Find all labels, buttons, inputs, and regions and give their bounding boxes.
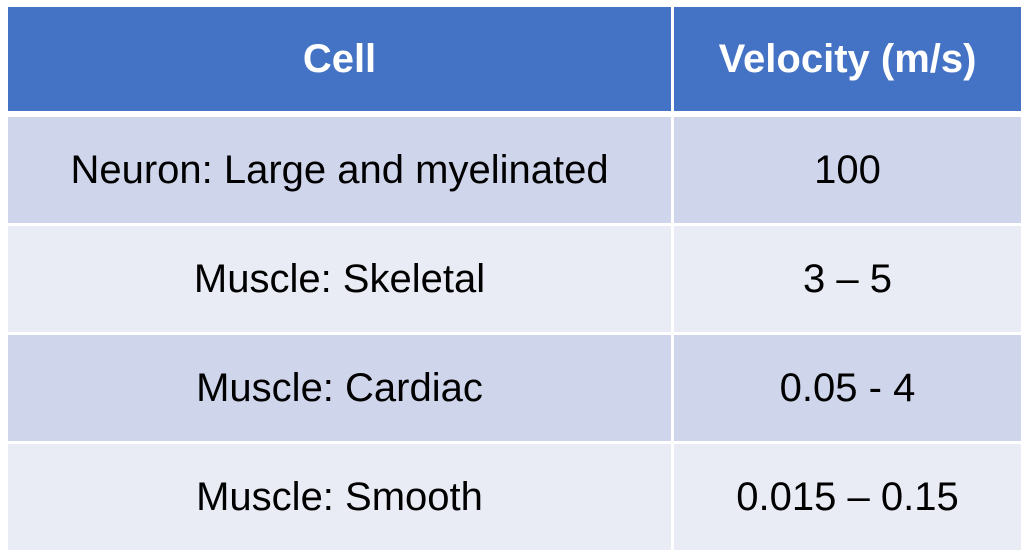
table-row: Neuron: Large and myelinated 100 (5, 112, 1024, 226)
cell-velocity: 0.05 - 4 (671, 332, 1024, 444)
cell-name: Muscle: Skeletal (5, 223, 674, 335)
table-row: Muscle: Smooth 0.015 – 0.15 (5, 441, 1024, 553)
table-body: Neuron: Large and myelinated 100 Muscle:… (5, 112, 1024, 553)
velocity-table-container: Cell Velocity (m/s) Neuron: Large and my… (5, 4, 1024, 553)
cell-velocity: 100 (671, 112, 1024, 226)
cell-velocity: 3 – 5 (671, 223, 1024, 335)
table-row: Muscle: Skeletal 3 – 5 (5, 223, 1024, 335)
cell-name: Neuron: Large and myelinated (5, 112, 674, 226)
velocity-table: Cell Velocity (m/s) Neuron: Large and my… (5, 4, 1024, 553)
cell-name: Muscle: Smooth (5, 441, 674, 553)
header-row: Cell Velocity (m/s) (5, 4, 1024, 117)
cell-velocity: 0.015 – 0.15 (671, 441, 1024, 553)
header-cell-velocity: Velocity (m/s) (671, 4, 1024, 117)
header-cell-cell: Cell (5, 4, 674, 117)
cell-name: Muscle: Cardiac (5, 332, 674, 444)
table-row: Muscle: Cardiac 0.05 - 4 (5, 332, 1024, 444)
table-header: Cell Velocity (m/s) (5, 4, 1024, 117)
